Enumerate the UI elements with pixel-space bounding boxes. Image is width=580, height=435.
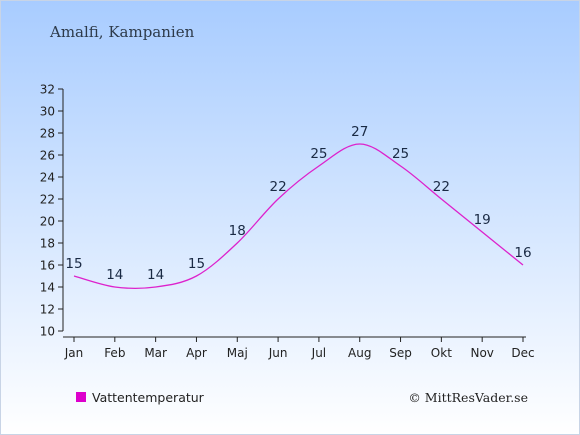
- y-tick-label: 24: [40, 171, 55, 185]
- y-tick-label: 26: [40, 149, 55, 163]
- legend-label: Vattentemperatur: [92, 390, 205, 405]
- data-label: 15: [65, 256, 82, 272]
- y-tick-label: 20: [40, 215, 55, 229]
- x-tick-label: Apr: [186, 346, 207, 360]
- credit-text: © MittResVader.se: [408, 390, 528, 405]
- data-label: 18: [229, 223, 246, 239]
- series-layer: [73, 143, 524, 290]
- x-tick-label: Mar: [144, 346, 167, 360]
- x-tick-label: Jul: [311, 346, 326, 360]
- y-tick-label: 30: [40, 105, 55, 119]
- y-tick-label: 22: [40, 193, 55, 207]
- data-label: 22: [269, 179, 286, 195]
- x-tick-label: Sep: [389, 346, 412, 360]
- x-tick-label: Aug: [348, 346, 371, 360]
- y-tick-label: 28: [40, 127, 55, 141]
- y-tick-label: 16: [40, 259, 55, 273]
- data-label: 22: [433, 179, 450, 195]
- series-line: [73, 143, 524, 290]
- data-label: 27: [351, 124, 368, 140]
- y-tick-label: 12: [40, 303, 55, 317]
- x-tick-label: Jan: [64, 346, 84, 360]
- x-tick-label: Nov: [470, 346, 493, 360]
- x-tick-label: Jun: [268, 346, 288, 360]
- data-label: 14: [106, 267, 123, 283]
- y-tick-label: 18: [40, 237, 55, 251]
- legend-swatch: [76, 392, 86, 402]
- data-label: 25: [392, 146, 409, 162]
- y-tick-label: 32: [40, 83, 55, 97]
- x-tick-label: Okt: [431, 346, 452, 360]
- x-tick-label: Maj: [227, 346, 248, 360]
- data-label: 15: [188, 256, 205, 272]
- data-label: 16: [514, 245, 531, 261]
- data-label: 19: [474, 212, 491, 228]
- data-labels: 15 14 14 15 18 22 25 27 25 22 19 16: [65, 124, 531, 283]
- legend: Vattentemperatur: [76, 390, 205, 405]
- y-axis: 10 12 14 16 18 20 22 24 26 28 30 32: [40, 83, 64, 339]
- x-tick-label: Feb: [104, 346, 125, 360]
- data-label: 14: [147, 267, 164, 283]
- chart-title: Amalfi, Kampanien: [49, 23, 195, 41]
- x-axis: Jan Feb Mar Apr Maj Jun Jul Aug Sep Okt Nov Dec: [63, 336, 535, 360]
- y-tick-label: 10: [40, 325, 55, 339]
- y-tick-label: 14: [40, 281, 55, 295]
- x-tick-label: Dec: [511, 346, 534, 360]
- data-label: 25: [310, 146, 327, 162]
